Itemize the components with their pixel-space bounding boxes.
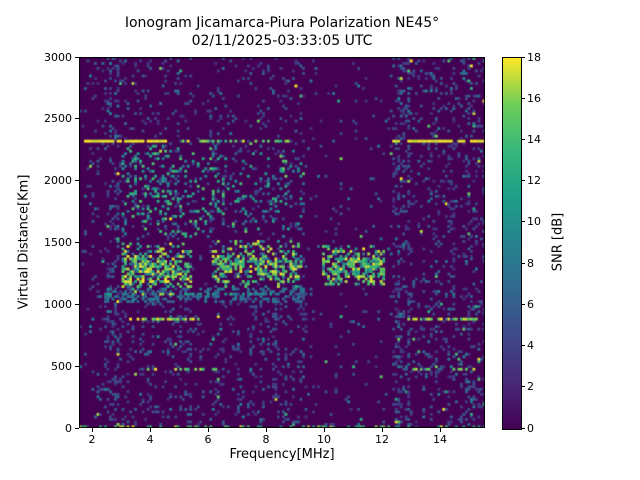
colorbar-tick (521, 427, 525, 429)
x-tick-label: 2 (88, 433, 96, 446)
y-tick (75, 118, 79, 120)
colorbar-tick-label: 14 (527, 132, 541, 146)
colorbar-tick-label: 12 (527, 174, 541, 188)
colorbar-tick (521, 138, 525, 140)
y-axis-label: Virtual Distance[Km] (16, 174, 32, 310)
y-tick (75, 180, 79, 182)
colorbar-tick-label: 8 (527, 256, 534, 270)
y-tick-label: 2500 (44, 112, 72, 126)
colorbar-tick (521, 56, 525, 58)
y-tick (75, 365, 79, 367)
colorbar-tick-label: 6 (527, 297, 534, 311)
y-tick-label: 500 (51, 359, 72, 373)
colorbar-tick-label: 10 (527, 215, 541, 229)
x-tick-label: 4 (146, 433, 154, 446)
x-tick (381, 428, 383, 432)
colorbar-tick (521, 303, 525, 305)
y-tick-label: 2000 (44, 174, 72, 188)
colorbar-tick-label: 18 (527, 50, 541, 64)
colorbar-tick-label: 16 (527, 91, 541, 105)
colorbar-tick (521, 262, 525, 264)
y-tick (75, 427, 79, 429)
x-axis-label: Frequency[MHz] (229, 447, 335, 462)
colorbar-tick (521, 386, 525, 388)
colorbar-tick (521, 180, 525, 182)
x-tick (439, 428, 441, 432)
colorbar-tick-label: 4 (527, 339, 534, 353)
y-tick (75, 242, 79, 243)
colorbar (502, 57, 522, 430)
chart-timestamp: 02/11/2025-03:33:05 UTC (191, 33, 373, 49)
colorbar-tick (521, 97, 525, 99)
x-tick (91, 428, 93, 432)
y-tick-label: 1500 (44, 236, 72, 249)
x-tick (207, 428, 209, 432)
ionogram-heatmap (79, 57, 485, 428)
colorbar-label: SNR [dB] (550, 212, 566, 272)
y-tick-label: 0 (65, 421, 72, 435)
x-tick (149, 428, 151, 432)
y-tick (75, 56, 79, 58)
y-tick-label: 3000 (44, 50, 72, 64)
x-tick-label: 10 (317, 433, 332, 446)
y-tick (75, 303, 79, 305)
colorbar-tick-label: 2 (527, 380, 534, 394)
x-tick (323, 428, 325, 432)
colorbar-tick-label: 0 (527, 421, 534, 435)
chart-title: Ionogram Jicamarca-Piura Polarization NE… (124, 15, 440, 31)
colorbar-tick (521, 345, 525, 347)
x-tick (265, 428, 267, 432)
y-tick-label: 1000 (44, 297, 72, 311)
x-tick-label: 8 (262, 433, 270, 446)
x-tick-label: 12 (375, 433, 390, 446)
x-tick-label: 14 (433, 433, 448, 446)
colorbar-tick (521, 221, 525, 223)
x-tick-label: 6 (204, 433, 212, 446)
